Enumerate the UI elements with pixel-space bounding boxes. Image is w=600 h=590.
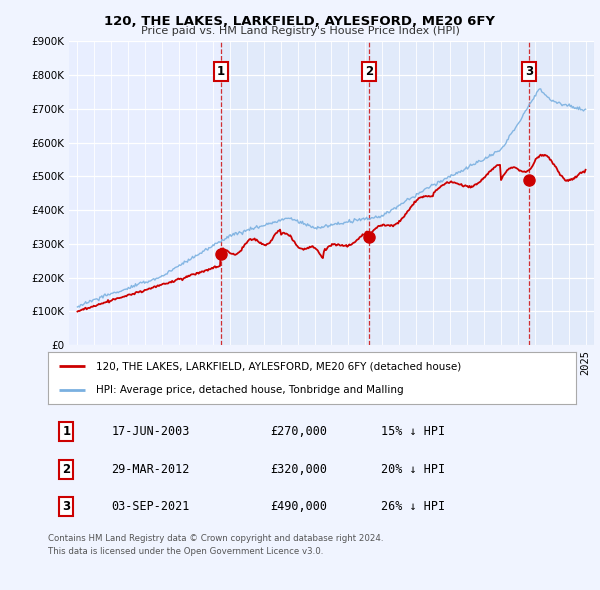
Text: 120, THE LAKES, LARKFIELD, AYLESFORD, ME20 6FY: 120, THE LAKES, LARKFIELD, AYLESFORD, ME… — [104, 15, 496, 28]
Text: 2: 2 — [365, 65, 373, 78]
Text: £320,000: £320,000 — [270, 463, 327, 476]
Text: This data is licensed under the Open Government Licence v3.0.: This data is licensed under the Open Gov… — [48, 547, 323, 556]
Text: £490,000: £490,000 — [270, 500, 327, 513]
Bar — [221, 41, 594, 345]
Text: 120, THE LAKES, LARKFIELD, AYLESFORD, ME20 6FY (detached house): 120, THE LAKES, LARKFIELD, AYLESFORD, ME… — [95, 361, 461, 371]
Text: 1: 1 — [62, 425, 71, 438]
Text: 3: 3 — [62, 500, 71, 513]
Text: 03-SEP-2021: 03-SEP-2021 — [112, 500, 190, 513]
Text: 2: 2 — [62, 463, 71, 476]
Text: 20% ↓ HPI: 20% ↓ HPI — [380, 463, 445, 476]
Text: HPI: Average price, detached house, Tonbridge and Malling: HPI: Average price, detached house, Tonb… — [95, 385, 403, 395]
Text: £270,000: £270,000 — [270, 425, 327, 438]
Text: 15% ↓ HPI: 15% ↓ HPI — [380, 425, 445, 438]
Text: Contains HM Land Registry data © Crown copyright and database right 2024.: Contains HM Land Registry data © Crown c… — [48, 534, 383, 543]
Text: 1: 1 — [217, 65, 225, 78]
Text: 17-JUN-2003: 17-JUN-2003 — [112, 425, 190, 438]
Text: 3: 3 — [525, 65, 533, 78]
Text: 29-MAR-2012: 29-MAR-2012 — [112, 463, 190, 476]
Text: 26% ↓ HPI: 26% ↓ HPI — [380, 500, 445, 513]
Text: Price paid vs. HM Land Registry's House Price Index (HPI): Price paid vs. HM Land Registry's House … — [140, 26, 460, 36]
